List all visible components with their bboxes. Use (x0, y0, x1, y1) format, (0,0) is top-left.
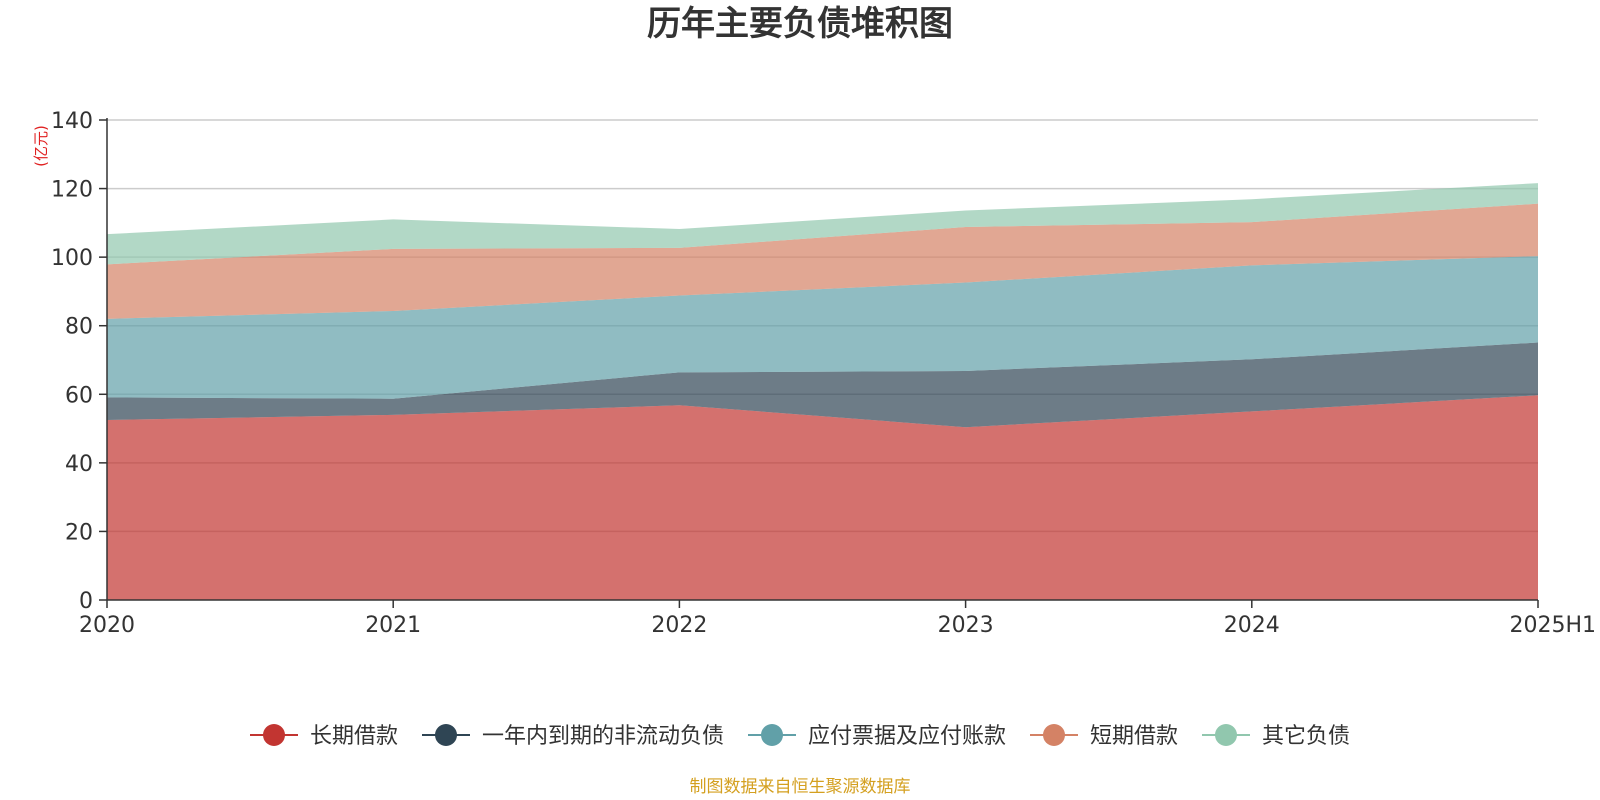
legend-marker (263, 724, 285, 746)
legend-item-2: 一年内到期的非流动负债 (422, 724, 724, 749)
x-tick-label-2024: 2024 (1224, 613, 1280, 638)
legend-label: 一年内到期的非流动负债 (482, 724, 724, 749)
x-tick-label-2020: 2020 (79, 613, 135, 638)
y-tick-label-40: 40 (65, 452, 93, 477)
area-series-1 (107, 395, 1538, 600)
x-tick-label-2021: 2021 (365, 613, 421, 638)
y-tick-label-60: 60 (65, 383, 93, 408)
x-tick-label-2022: 2022 (651, 613, 707, 638)
legend-item-1: 长期借款 (250, 724, 398, 749)
legend-item-3: 应付票据及应付账款 (748, 724, 1006, 749)
legend-marker (1215, 724, 1237, 746)
legend-marker (761, 724, 783, 746)
y-tick-label-120: 120 (51, 178, 93, 203)
y-tick-label-80: 80 (65, 315, 93, 340)
x-axis-ticks: 2020 2021 2022 2023 2024 2025H1 (79, 600, 1596, 638)
legend-marker (435, 724, 457, 746)
area-series-2 (107, 342, 1538, 428)
legend-label: 短期借款 (1090, 724, 1178, 749)
legend-item-4: 短期借款 (1030, 724, 1178, 749)
legend-label: 长期借款 (310, 724, 398, 749)
y-axis-unit-label: (亿元) (32, 125, 50, 167)
area-series-3 (107, 256, 1538, 399)
y-tick-label-100: 100 (51, 246, 93, 271)
area-series (107, 183, 1538, 600)
legend-marker (1043, 724, 1065, 746)
legend-label: 应付票据及应付账款 (808, 724, 1006, 749)
area-series-5 (107, 183, 1538, 265)
legend: 长期借款 一年内到期的非流动负债 应付票据及应付账款 短期借款 其它负债 (250, 724, 1350, 749)
data-source-note: 制图数据来自恒生聚源数据库 (690, 777, 911, 797)
y-tick-label-140: 140 (51, 109, 93, 134)
y-tick-label-0: 0 (79, 589, 93, 614)
legend-item-5: 其它负债 (1202, 724, 1350, 749)
chart-title: 历年主要负债堆积图 (647, 4, 953, 44)
x-tick-label-2023: 2023 (938, 613, 994, 638)
y-axis-ticks: 0 20 40 60 80 100 120 140 (51, 109, 107, 614)
legend-label: 其它负债 (1262, 724, 1350, 749)
area-series-4 (107, 203, 1538, 319)
axes (106, 118, 1538, 601)
y-tick-label-20: 20 (65, 520, 93, 545)
x-tick-label-2025H1: 2025H1 (1509, 613, 1596, 638)
